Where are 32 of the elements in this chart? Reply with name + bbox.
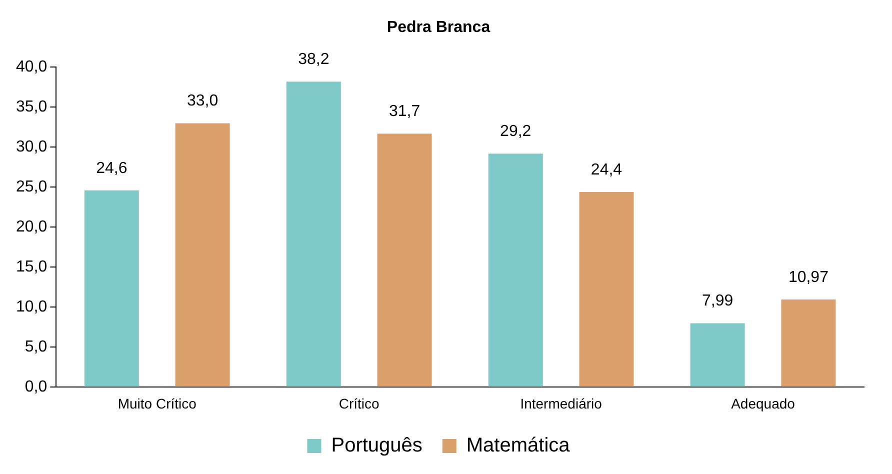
y-tick-label: 10,0 [16, 298, 48, 316]
bar [377, 134, 432, 387]
y-tick-label: 25,0 [16, 178, 48, 196]
data-label: 31,7 [388, 103, 420, 120]
y-tick-label: 20,0 [16, 218, 48, 236]
bar [488, 154, 543, 387]
y-tick-label: 15,0 [16, 258, 48, 276]
bar [84, 190, 139, 387]
x-tick-label: Adequado [731, 395, 796, 412]
legend-label: Português [331, 434, 422, 457]
data-label: 24,4 [590, 161, 622, 178]
bar [781, 299, 836, 387]
x-tick-label: Crítico [338, 395, 380, 412]
data-label: 7,99 [702, 292, 734, 310]
bar [579, 192, 634, 387]
data-label: 29,2 [500, 123, 532, 140]
bar [175, 123, 230, 387]
chart-title: Pedra Branca [386, 19, 490, 36]
y-tick-label: 30,0 [16, 138, 48, 156]
bar [690, 323, 745, 387]
bar [286, 82, 341, 387]
y-tick-label: 5,0 [24, 338, 48, 356]
data-label: 38,2 [298, 51, 330, 68]
x-tick-label: Muito Crítico [118, 395, 197, 412]
y-tick-label: 40,0 [16, 58, 48, 76]
legend-label: Matemática [466, 434, 571, 457]
x-tick-label: Intermediário [520, 395, 602, 412]
y-tick-label: 35,0 [16, 98, 48, 116]
y-tick-label: 0,0 [24, 378, 48, 396]
data-label: 33,0 [186, 92, 218, 110]
data-label: 10,97 [788, 268, 829, 286]
data-label: 24,6 [96, 160, 128, 177]
